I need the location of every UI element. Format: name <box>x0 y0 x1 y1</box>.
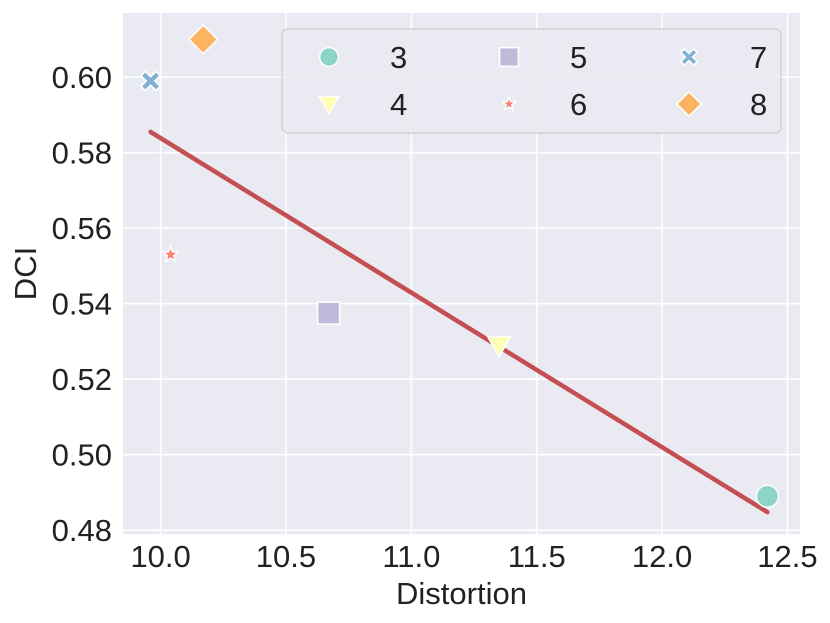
trend-line-layer <box>148 129 770 515</box>
data-point-series-4 <box>486 335 512 359</box>
data-point-series-8 <box>187 24 219 55</box>
x-axis-label: Distortion <box>396 576 527 611</box>
legend-marker-4 <box>317 95 341 116</box>
legend-box <box>281 28 782 134</box>
legend-marker-6 <box>500 95 518 112</box>
legend-marker-8 <box>675 90 703 118</box>
x-tick-label: 12.5 <box>757 539 817 574</box>
y-tick-label: 0.50 <box>52 438 112 473</box>
y-tick-label: 0.54 <box>52 287 112 322</box>
x-tick-label: 11.5 <box>508 539 566 574</box>
x-tick-label: 12.0 <box>632 539 692 574</box>
y-tick-label: 0.58 <box>52 136 112 171</box>
legend: 3 4 5 6 7 8 <box>281 28 782 134</box>
data-points <box>140 24 780 508</box>
data-point-series-7 <box>140 70 162 92</box>
x-tick-label: 10.5 <box>256 539 316 574</box>
x-tick-label: 11.0 <box>382 539 440 574</box>
legend-label: 6 <box>570 87 587 122</box>
tick-labels: 10.0 10.5 11.0 11.5 12.0 12.5 0.48 0.50 0.52 0.54… <box>52 60 818 574</box>
legend-marker-5 <box>498 46 520 68</box>
legend-label: 3 <box>390 40 407 75</box>
y-tick-label: 0.52 <box>52 362 112 397</box>
legend-marker-3 <box>318 46 340 68</box>
y-tick-label: 0.48 <box>52 513 112 548</box>
y-axis-label: DCI <box>8 247 43 300</box>
data-point-series-3 <box>755 484 780 508</box>
legend-marker-7 <box>679 47 699 67</box>
x-tick-label: 10.0 <box>130 539 190 574</box>
trend-line <box>148 129 770 515</box>
y-tick-label: 0.60 <box>52 60 112 95</box>
y-tick-label: 0.56 <box>52 211 112 246</box>
legend-label: 8 <box>750 87 767 122</box>
legend-label: 5 <box>570 40 587 75</box>
legend-label: 4 <box>390 87 407 122</box>
data-point-series-6 <box>160 244 181 263</box>
legend-label: 7 <box>750 40 767 75</box>
data-point-series-5 <box>316 301 341 325</box>
